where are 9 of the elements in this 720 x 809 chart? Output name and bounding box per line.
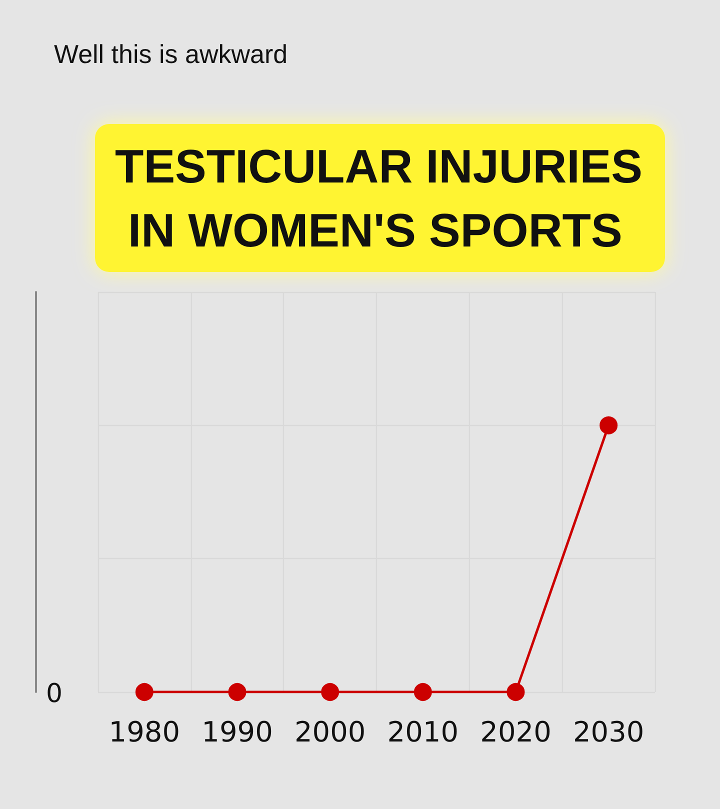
x-tick-label: 2000: [294, 716, 366, 748]
x-tick-label: 1990: [202, 716, 273, 748]
x-tick-label: 2020: [480, 716, 552, 748]
text: Well this is awkward: [54, 39, 288, 69]
text: 0: [46, 679, 63, 709]
chart-title: TESTICULAR INJURIES IN WOMEN'S SPORTS: [115, 140, 642, 256]
x-tick-label: 2010: [387, 716, 459, 748]
x-tick-label: 1980: [108, 716, 180, 748]
x-tick-label: 2030: [572, 716, 644, 748]
